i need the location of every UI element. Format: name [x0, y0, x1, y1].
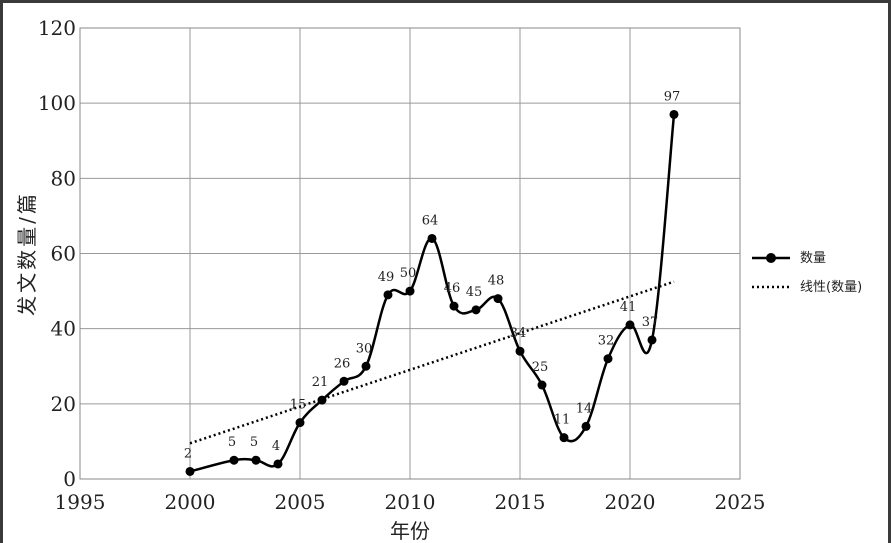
data-label: 37 [642, 315, 659, 330]
data-point [537, 380, 547, 390]
plot-area [79, 27, 741, 480]
data-point [493, 294, 503, 304]
data-label: 2 [184, 446, 192, 461]
data-label: 21 [312, 375, 329, 390]
data-label: 14 [576, 401, 593, 416]
data-point [647, 335, 657, 345]
data-point [251, 455, 261, 465]
data-label: 26 [334, 356, 351, 371]
data-point [295, 418, 305, 428]
y-tick-label: 20 [51, 392, 76, 416]
data-label: 46 [444, 281, 461, 296]
data-point [471, 305, 481, 315]
x-axis-ticks: 1995 2000 2005 2010 2015 2020 2025 [55, 490, 766, 514]
x-tick-label: 2010 [385, 490, 436, 514]
legend-label-series: 数量 [800, 251, 826, 266]
data-label: 30 [356, 341, 373, 356]
data-label: 50 [400, 266, 417, 281]
data-label: 5 [228, 435, 236, 450]
data-point [405, 286, 415, 296]
data-point [559, 433, 569, 443]
y-tick-label: 120 [38, 16, 76, 40]
x-tick-label: 2000 [165, 490, 216, 514]
y-tick-label: 0 [63, 467, 76, 491]
y-axis-ticks: 0 20 40 60 80 100 120 [38, 16, 76, 491]
data-label: 49 [378, 270, 395, 285]
x-tick-label: 2005 [275, 490, 326, 514]
data-label: 34 [510, 326, 527, 341]
data-point [273, 459, 283, 469]
data-label: 11 [554, 413, 571, 428]
data-point [603, 354, 613, 364]
data-point [185, 466, 195, 476]
data-point [669, 109, 679, 119]
y-tick-label: 60 [51, 242, 76, 266]
data-label: 15 [290, 398, 307, 413]
legend-swatch-marker [766, 253, 776, 263]
data-label: 4 [272, 439, 280, 454]
trendline-group [189, 280, 675, 445]
data-point [515, 346, 525, 356]
x-tick-label: 2025 [715, 490, 766, 514]
data-point [339, 376, 349, 386]
data-label: 25 [532, 360, 549, 375]
grid-lines [79, 27, 741, 480]
data-point [625, 320, 635, 330]
data-label: 41 [620, 300, 637, 315]
trendline [189, 280, 675, 445]
data-label: 5 [250, 435, 258, 450]
data-point [581, 421, 591, 431]
x-tick-label: 2020 [605, 490, 656, 514]
legend-label-trendline: 线性(数量) [800, 280, 862, 295]
data-point [229, 455, 239, 465]
data-label: 45 [466, 285, 483, 300]
data-label: 48 [488, 274, 505, 289]
x-axis-title: 年份 [390, 519, 430, 543]
legend: 数量 线性(数量) [752, 251, 862, 295]
data-point [361, 361, 371, 371]
series-group [185, 109, 679, 476]
data-label: 97 [664, 89, 681, 104]
x-tick-label: 1995 [55, 490, 106, 514]
y-tick-label: 100 [38, 91, 76, 115]
y-tick-label: 80 [51, 166, 76, 190]
data-point [427, 233, 437, 243]
data-point [317, 395, 327, 405]
data-point [449, 301, 459, 311]
y-axis-title: 发文数量/篇 [15, 191, 39, 316]
x-tick-label: 2015 [495, 490, 546, 514]
data-label: 64 [422, 213, 439, 228]
y-tick-label: 40 [51, 317, 76, 341]
data-point [383, 290, 393, 300]
data-label: 32 [598, 334, 615, 349]
